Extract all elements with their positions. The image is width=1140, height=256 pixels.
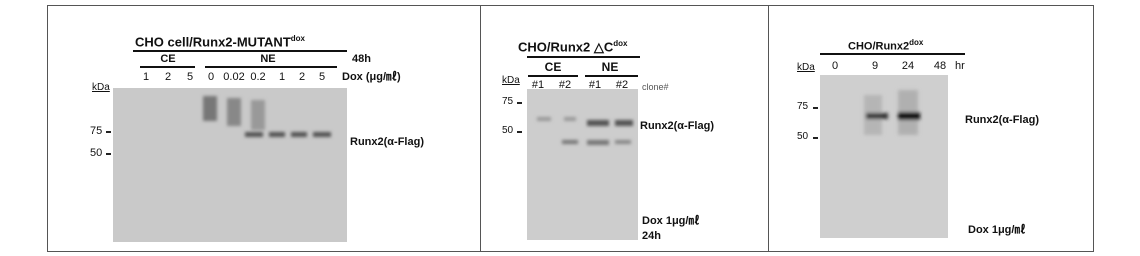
rule xyxy=(140,66,195,68)
treatment-label: Dox 1μg/㎖ xyxy=(968,224,1026,236)
group-label: NE xyxy=(260,53,276,65)
figure-frame xyxy=(47,5,1094,252)
lane-label: 1 xyxy=(142,71,150,83)
unit-label: kDa xyxy=(797,62,815,73)
blot-image xyxy=(113,88,347,242)
band-label: Runx2(α-Flag) xyxy=(350,136,424,148)
title-sup: dox xyxy=(290,34,305,43)
marker-tick xyxy=(106,153,111,155)
title-sup: dox xyxy=(613,39,628,48)
title-text: CHO/Runx2 xyxy=(848,40,910,53)
lane-label: 2 xyxy=(298,71,306,83)
rule xyxy=(820,53,965,55)
lane-label: 1 xyxy=(278,71,286,83)
rule xyxy=(528,75,578,77)
treatment-label: Dox 1μg/㎖ xyxy=(642,215,700,227)
panel-divider xyxy=(480,5,481,252)
marker-label: 75 xyxy=(797,101,809,112)
time-label: 48h xyxy=(352,53,371,65)
lane-unit: hr xyxy=(955,60,965,72)
lane-label: 5 xyxy=(186,71,194,83)
rule xyxy=(133,50,347,52)
lane-label: 48 xyxy=(933,60,947,72)
lane-label: 2 xyxy=(164,71,172,83)
marker-label: 50 xyxy=(797,131,809,142)
marker-tick xyxy=(813,107,818,109)
time-label: 24h xyxy=(642,230,661,242)
lane-label: 9 xyxy=(871,60,879,72)
group-label: CE xyxy=(544,60,562,74)
group-label: NE xyxy=(601,60,619,74)
blot-image xyxy=(820,75,948,238)
lane-label: #2 xyxy=(558,79,572,91)
lane-label: #2 xyxy=(615,79,629,91)
panel-title: CHO cell/Runx2-MUTANTdox xyxy=(135,33,305,48)
rule xyxy=(205,66,337,68)
lane-label: 0.2 xyxy=(250,71,266,83)
marker-label: 50 xyxy=(502,125,514,136)
band-label: Runx2(α-Flag) xyxy=(965,114,1039,126)
lane-note: clone# xyxy=(642,82,669,92)
unit-label: kDa xyxy=(92,82,110,93)
unit-label: kDa xyxy=(502,75,520,86)
marker-tick xyxy=(106,131,111,133)
marker-label: 75 xyxy=(502,96,514,107)
lane-label: 0 xyxy=(831,60,839,72)
marker-tick xyxy=(517,102,522,104)
title-text: CHO/Runx2 △C xyxy=(518,39,614,55)
lane-label: 0 xyxy=(207,71,215,83)
title-sup: dox xyxy=(909,38,924,47)
rule xyxy=(585,75,638,77)
title-text: CHO cell/Runx2-MUTANT xyxy=(135,34,291,50)
band-label: Runx2(α-Flag) xyxy=(640,120,714,132)
lane-label: #1 xyxy=(531,79,545,91)
group-label: CE xyxy=(160,53,176,65)
panel-divider xyxy=(768,5,769,252)
panel-title: CHO/Runx2 △Cdox xyxy=(518,38,627,53)
marker-tick xyxy=(517,131,522,133)
lane-label: 24 xyxy=(901,60,915,72)
rule xyxy=(527,56,640,58)
marker-label: 75 xyxy=(90,125,103,137)
lane-label: 5 xyxy=(318,71,326,83)
marker-tick xyxy=(813,137,818,139)
lane-label: #1 xyxy=(588,79,602,91)
lane-label: 0.02 xyxy=(223,71,245,83)
blot-image xyxy=(527,89,638,240)
dose-label: Dox (μg/㎖) xyxy=(342,71,401,83)
panel-title: CHO/Runx2dox xyxy=(848,37,923,53)
marker-label: 50 xyxy=(90,147,103,159)
